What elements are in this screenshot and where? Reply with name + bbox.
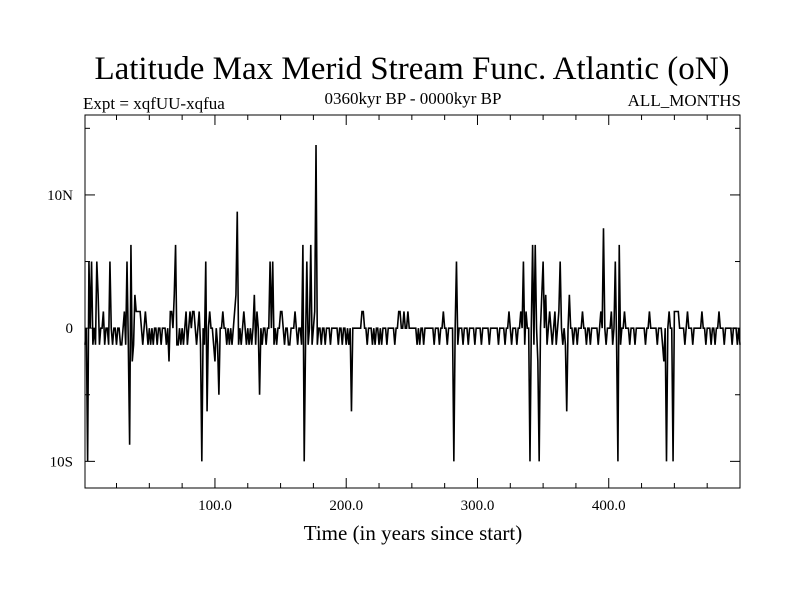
y-tick-label: 10N — [47, 188, 73, 204]
experiment-label: Expt = xqfUU-xqfua — [83, 94, 225, 113]
months-label: ALL_MONTHS — [628, 91, 741, 110]
chart-title: Latitude Max Merid Stream Func. Atlantic… — [94, 51, 729, 87]
time-range-label: 0360kyr BP - 0000kyr BP — [325, 89, 502, 108]
y-axis-ticks — [85, 127, 740, 462]
x-tick-label: 100.0 — [198, 498, 232, 514]
plot-frame — [84, 114, 741, 489]
x-tick-label: 300.0 — [461, 498, 495, 514]
x-tick-label: 200.0 — [329, 498, 363, 514]
y-tick-label: 0 — [66, 321, 74, 337]
y-axis-tick-labels: 10N 0 10S — [47, 188, 73, 470]
x-axis-tick-labels: 100.0 200.0 300.0 400.0 — [198, 498, 626, 514]
x-axis-label: Time (in years since start) — [304, 521, 523, 545]
x-axis-ticks — [116, 115, 708, 488]
x-tick-label: 400.0 — [592, 498, 626, 514]
y-tick-label: 10S — [50, 454, 73, 470]
series-line — [84, 144, 741, 462]
